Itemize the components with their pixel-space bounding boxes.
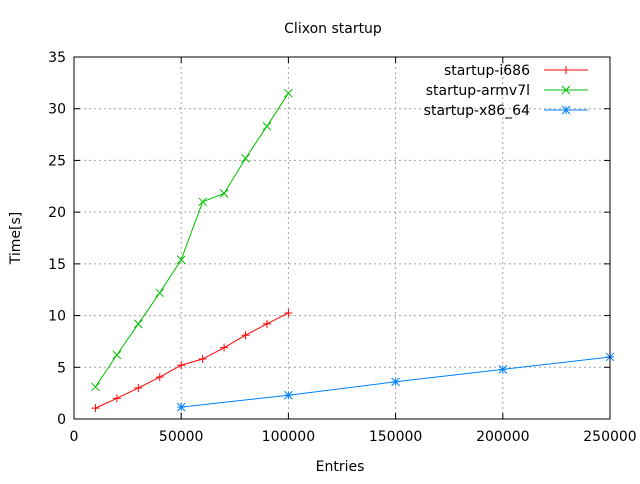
data-point	[241, 331, 250, 340]
data-point	[562, 66, 570, 74]
data-point	[561, 85, 571, 95]
data-point	[133, 319, 143, 329]
series-group	[91, 88, 615, 413]
plot-frame	[73, 56, 611, 420]
marker-stroke	[284, 390, 293, 400]
data-point	[198, 355, 207, 364]
y-tick-label: 20	[48, 205, 66, 221]
data-point	[155, 373, 164, 382]
marker-stroke	[155, 288, 165, 298]
y-tick-label: 0	[57, 412, 66, 428]
marker-stroke	[219, 189, 229, 198]
marker-stroke	[133, 319, 143, 329]
data-point	[391, 377, 400, 387]
y-tick-label: 15	[48, 257, 66, 273]
data-point	[91, 404, 100, 413]
marker-stroke	[91, 382, 100, 392]
marker-stroke	[176, 402, 186, 412]
data-point	[262, 121, 272, 131]
data-point	[198, 197, 207, 207]
marker-stroke	[284, 88, 293, 98]
marker-stroke	[391, 377, 400, 387]
data-point	[91, 382, 100, 392]
legend-label: startup-x86_64	[424, 103, 530, 119]
chart-title: Clixon startup	[284, 21, 382, 37]
data-point	[561, 105, 571, 115]
data-point	[241, 154, 250, 163]
x-tick-label: 100000	[262, 429, 315, 445]
marker-stroke	[561, 105, 571, 115]
data-point	[220, 343, 229, 352]
marker-stroke	[112, 350, 122, 360]
data-point	[219, 189, 229, 198]
marker-stroke	[262, 121, 272, 131]
marker-stroke	[241, 154, 250, 163]
marker-stroke	[198, 197, 207, 207]
legend: startup-i686 startup-armv7l startup-x86_64	[424, 63, 588, 119]
data-point	[176, 255, 186, 265]
data-point	[498, 365, 508, 374]
y-tick-label: 5	[57, 360, 66, 376]
data-point	[155, 288, 165, 298]
data-point	[262, 319, 271, 328]
y-axis-label: Time[s]	[8, 212, 24, 265]
x-tick-label: 200000	[476, 429, 529, 445]
series-line-startup-armv7l	[95, 92, 289, 388]
ticks: 0 50000 100000 150000 200000 250000 0 5 10 15 20 25…	[48, 50, 637, 445]
x-tick-label: 250000	[583, 429, 636, 445]
y-tick-label: 35	[48, 50, 66, 66]
marker-stroke	[176, 255, 186, 265]
data-point	[177, 361, 186, 370]
data-point	[112, 394, 121, 403]
data-point	[284, 390, 293, 400]
data-point	[284, 88, 293, 98]
y-tick-label: 30	[48, 102, 66, 118]
y-tick-label: 10	[48, 309, 66, 325]
marker-stroke	[498, 365, 508, 374]
series-line-startup-i686	[95, 312, 289, 409]
data-point	[134, 383, 143, 392]
x-tick-label: 50000	[159, 429, 204, 445]
legend-label: startup-i686	[444, 63, 530, 79]
x-axis-label: Entries	[316, 459, 365, 475]
legend-label: startup-armv7l	[426, 83, 530, 99]
data-point	[284, 308, 293, 317]
data-point	[112, 350, 122, 360]
y-tick-label: 25	[48, 153, 66, 169]
marker-stroke	[561, 85, 571, 95]
x-tick-label: 150000	[369, 429, 422, 445]
data-point	[176, 402, 186, 412]
x-tick-label: 0	[70, 429, 79, 445]
